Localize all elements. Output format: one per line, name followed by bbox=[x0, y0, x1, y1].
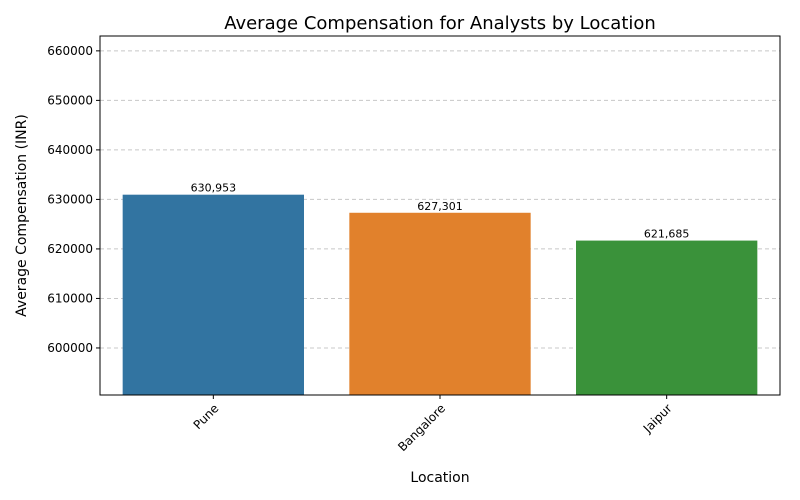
y-axis-label: Average Compensation (INR) bbox=[14, 114, 30, 317]
y-tick-label: 600000 bbox=[47, 341, 93, 355]
y-tick-label: 630000 bbox=[47, 192, 93, 206]
bar-bangalore bbox=[349, 212, 531, 395]
y-tick-label: 650000 bbox=[47, 93, 93, 107]
x-axis-label: Location bbox=[410, 470, 469, 486]
data-labels: 630,953 627,301 621,685 bbox=[191, 182, 690, 241]
y-tick-label: 610000 bbox=[47, 291, 93, 305]
x-tick-label: Pune bbox=[191, 401, 222, 432]
bars bbox=[122, 194, 758, 395]
x-axis-ticks: Pune Bangalore Jaipur bbox=[191, 395, 675, 454]
data-label: 621,685 bbox=[644, 228, 690, 241]
x-tick-label: Bangalore bbox=[395, 401, 448, 454]
chart-title: Average Compensation for Analysts by Loc… bbox=[224, 13, 656, 34]
y-tick-label: 660000 bbox=[47, 44, 93, 58]
data-label: 627,301 bbox=[417, 200, 463, 213]
y-axis-ticks: 600000 610000 620000 630000 640000 650000 6600… bbox=[47, 44, 100, 355]
y-tick-label: 640000 bbox=[47, 143, 93, 157]
x-tick-label: Jaipur bbox=[640, 401, 675, 436]
y-tick-label: 620000 bbox=[47, 242, 93, 256]
bar-pune bbox=[122, 194, 305, 395]
bar-jaipur bbox=[576, 240, 758, 395]
data-label: 630,953 bbox=[191, 182, 237, 195]
